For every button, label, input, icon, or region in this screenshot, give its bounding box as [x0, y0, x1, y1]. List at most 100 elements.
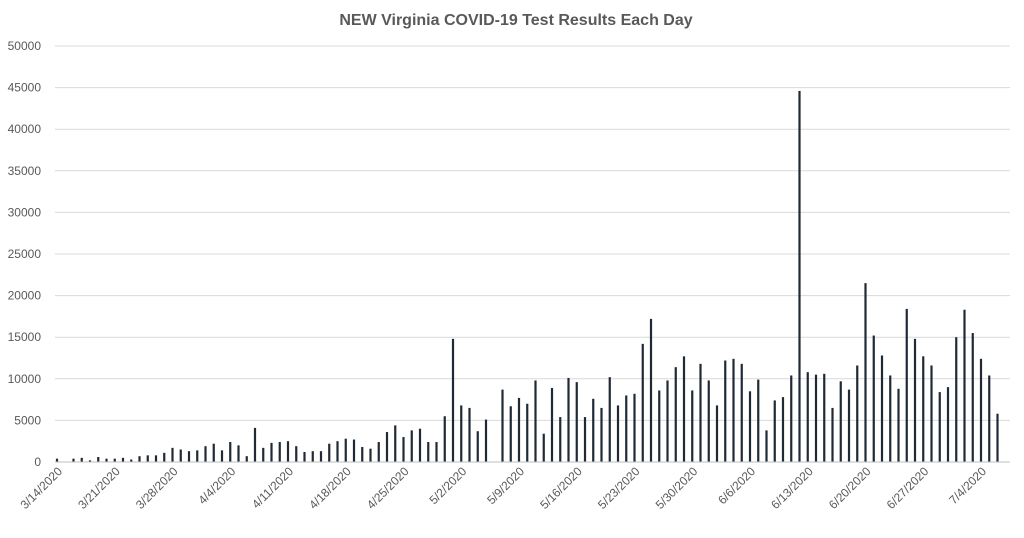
bar: 4/21/2020: 1600	[369, 448, 372, 462]
x-tick-label: 5/16/2020	[537, 464, 585, 512]
bar: 4/24/2020: 4400	[394, 425, 397, 462]
bar: 4/1/2020: 1900	[204, 446, 207, 462]
x-tick-label: 5/9/2020	[484, 464, 527, 507]
bar: 4/6/2020: 700	[245, 456, 248, 462]
x-tick-label: 3/14/2020	[17, 464, 65, 512]
bar: 5/9/2020: 7700	[517, 397, 521, 462]
bar: 6/11/2020: 10400	[790, 375, 793, 462]
bar: 6/26/2020: 14800	[913, 338, 917, 462]
bar: 7/3/2020: 15500	[971, 333, 974, 462]
bar: 5/26/2020: 8600	[658, 390, 661, 462]
bar: 6/3/2020: 12200	[724, 360, 727, 462]
bar: 3/20/2020: 400	[105, 458, 108, 462]
bar: 5/5/2020: 5100	[484, 419, 488, 462]
bar: 4/13/2020: 1200	[303, 452, 306, 462]
bar: 4/12/2020: 1900	[295, 446, 298, 462]
bar: 7/6/2020: 5800	[996, 413, 999, 462]
bar: 5/23/2020: 8200	[633, 393, 636, 462]
bar: 3/25/2020: 800	[146, 455, 149, 462]
y-tick-label: 10000	[8, 372, 42, 386]
bar: 6/24/2020: 8800	[897, 388, 900, 462]
bar: 6/7/2020: 9900	[757, 379, 760, 462]
bar: 4/11/2020: 2500	[286, 441, 290, 462]
y-tick-label: 25000	[8, 247, 42, 261]
bar: 6/1/2020: 9800	[707, 380, 710, 462]
bar: 6/18/2020: 8700	[847, 389, 851, 462]
bar: 7/5/2020: 10400	[988, 375, 991, 462]
bar: 5/21/2020: 6800	[616, 405, 620, 462]
bar: 5/7/2020: 8700	[501, 389, 504, 462]
bar: 6/2/2020: 6800	[715, 405, 719, 462]
bar: 3/28/2020: 1700	[171, 447, 174, 462]
bar: 4/27/2020: 4000	[418, 428, 422, 462]
bar: 3/17/2020: 500	[80, 457, 83, 462]
x-tick-label: 4/18/2020	[306, 464, 354, 512]
bar: 3/24/2020: 700	[138, 456, 141, 462]
x-tick-label: 4/25/2020	[364, 464, 412, 512]
bar: 5/12/2020: 3400	[542, 433, 545, 462]
x-tick-label: 5/23/2020	[595, 464, 643, 512]
gridlines	[55, 45, 1010, 421]
bar: 6/15/2020: 10600	[823, 373, 826, 462]
bar: 5/10/2020: 7000	[526, 403, 529, 462]
y-tick-label: 50000	[8, 39, 42, 53]
bar: 5/25/2020: 17200	[649, 318, 653, 462]
bar: 3/26/2020: 800	[154, 455, 158, 462]
bar: 5/28/2020: 11400	[674, 367, 677, 462]
bar: 6/22/2020: 12800	[880, 355, 884, 462]
y-tick-label: 20000	[8, 289, 42, 303]
x-tick-label: 7/4/2020	[946, 464, 989, 507]
bar: 7/4/2020: 12400	[979, 358, 983, 462]
bar: 4/28/2020: 2400	[427, 442, 430, 462]
x-tick-label: 6/13/2020	[768, 464, 816, 512]
y-tick-label: 30000	[8, 205, 42, 219]
bar: 6/8/2020: 3800	[765, 430, 768, 462]
bar: 5/31/2020: 11800	[699, 363, 702, 462]
bar: 3/27/2020: 1100	[163, 452, 166, 462]
bar: 6/12/2020: 44600	[798, 90, 801, 462]
bar: 4/30/2020: 5500	[443, 416, 446, 462]
y-axis-tick-labels: 0 5000 10000 15000 20000 25000 30000 35000 40000…	[8, 39, 42, 469]
bar: 6/10/2020: 7800	[781, 397, 785, 462]
bar: 4/7/2020: 4100	[253, 427, 257, 462]
bar: 4/20/2020: 1800	[361, 447, 364, 462]
bar: 5/27/2020: 9800	[666, 380, 669, 462]
bar: 5/16/2020: 9600	[575, 382, 578, 462]
bar: 4/4/2020: 2400	[229, 442, 232, 462]
bar: 4/23/2020: 3600	[385, 432, 389, 462]
x-tick-label: 5/30/2020	[653, 464, 701, 512]
bar: 4/2/2020: 2200	[212, 443, 215, 462]
bar: 4/18/2020: 2800	[344, 438, 347, 462]
bar: 6/16/2020: 6500	[831, 407, 834, 462]
bar: 6/30/2020: 9000	[946, 387, 950, 462]
bar: 3/19/2020: 600	[97, 457, 100, 462]
bar: 5/17/2020: 5400	[583, 417, 587, 462]
x-axis-tick-labels: 3/14/2020 3/21/2020 3/28/2020 4/4/2020 4/11/…	[17, 464, 989, 512]
bar: 6/5/2020: 11800	[740, 363, 743, 462]
bar: 5/14/2020: 5400	[559, 417, 562, 462]
bar: 6/23/2020: 10400	[889, 375, 892, 462]
bar: 5/4/2020: 3700	[476, 431, 479, 462]
x-tick-label: 3/21/2020	[75, 464, 123, 512]
bar: 4/26/2020: 3800	[410, 430, 413, 462]
bar: 4/10/2020: 2400	[278, 442, 281, 462]
bar: 5/1/2020: 14800	[451, 338, 455, 462]
x-tick-label: 6/27/2020	[884, 464, 932, 512]
bar: 5/30/2020: 8600	[691, 390, 694, 462]
bar: 6/27/2020: 12700	[922, 356, 925, 462]
bar: 3/21/2020: 400	[113, 458, 116, 462]
bar: 4/8/2020: 1700	[262, 447, 265, 462]
x-tick-label: 4/11/2020	[249, 464, 296, 511]
bar: 5/13/2020: 8900	[550, 387, 554, 462]
x-tick-label: 6/6/2020	[715, 464, 758, 507]
bar: 7/1/2020: 15000	[955, 337, 958, 462]
x-tick-label: 3/28/2020	[133, 464, 181, 512]
bar: 5/29/2020: 12700	[682, 356, 686, 462]
y-tick-label: 45000	[8, 81, 42, 95]
bar: 4/25/2020: 3000	[402, 437, 405, 462]
bar: 3/22/2020: 500	[121, 457, 125, 462]
bar: 6/28/2020: 11600	[930, 365, 933, 462]
bars: 3/14/2020: 4003/15/2020: 03/16/2020: 400…	[55, 90, 999, 462]
